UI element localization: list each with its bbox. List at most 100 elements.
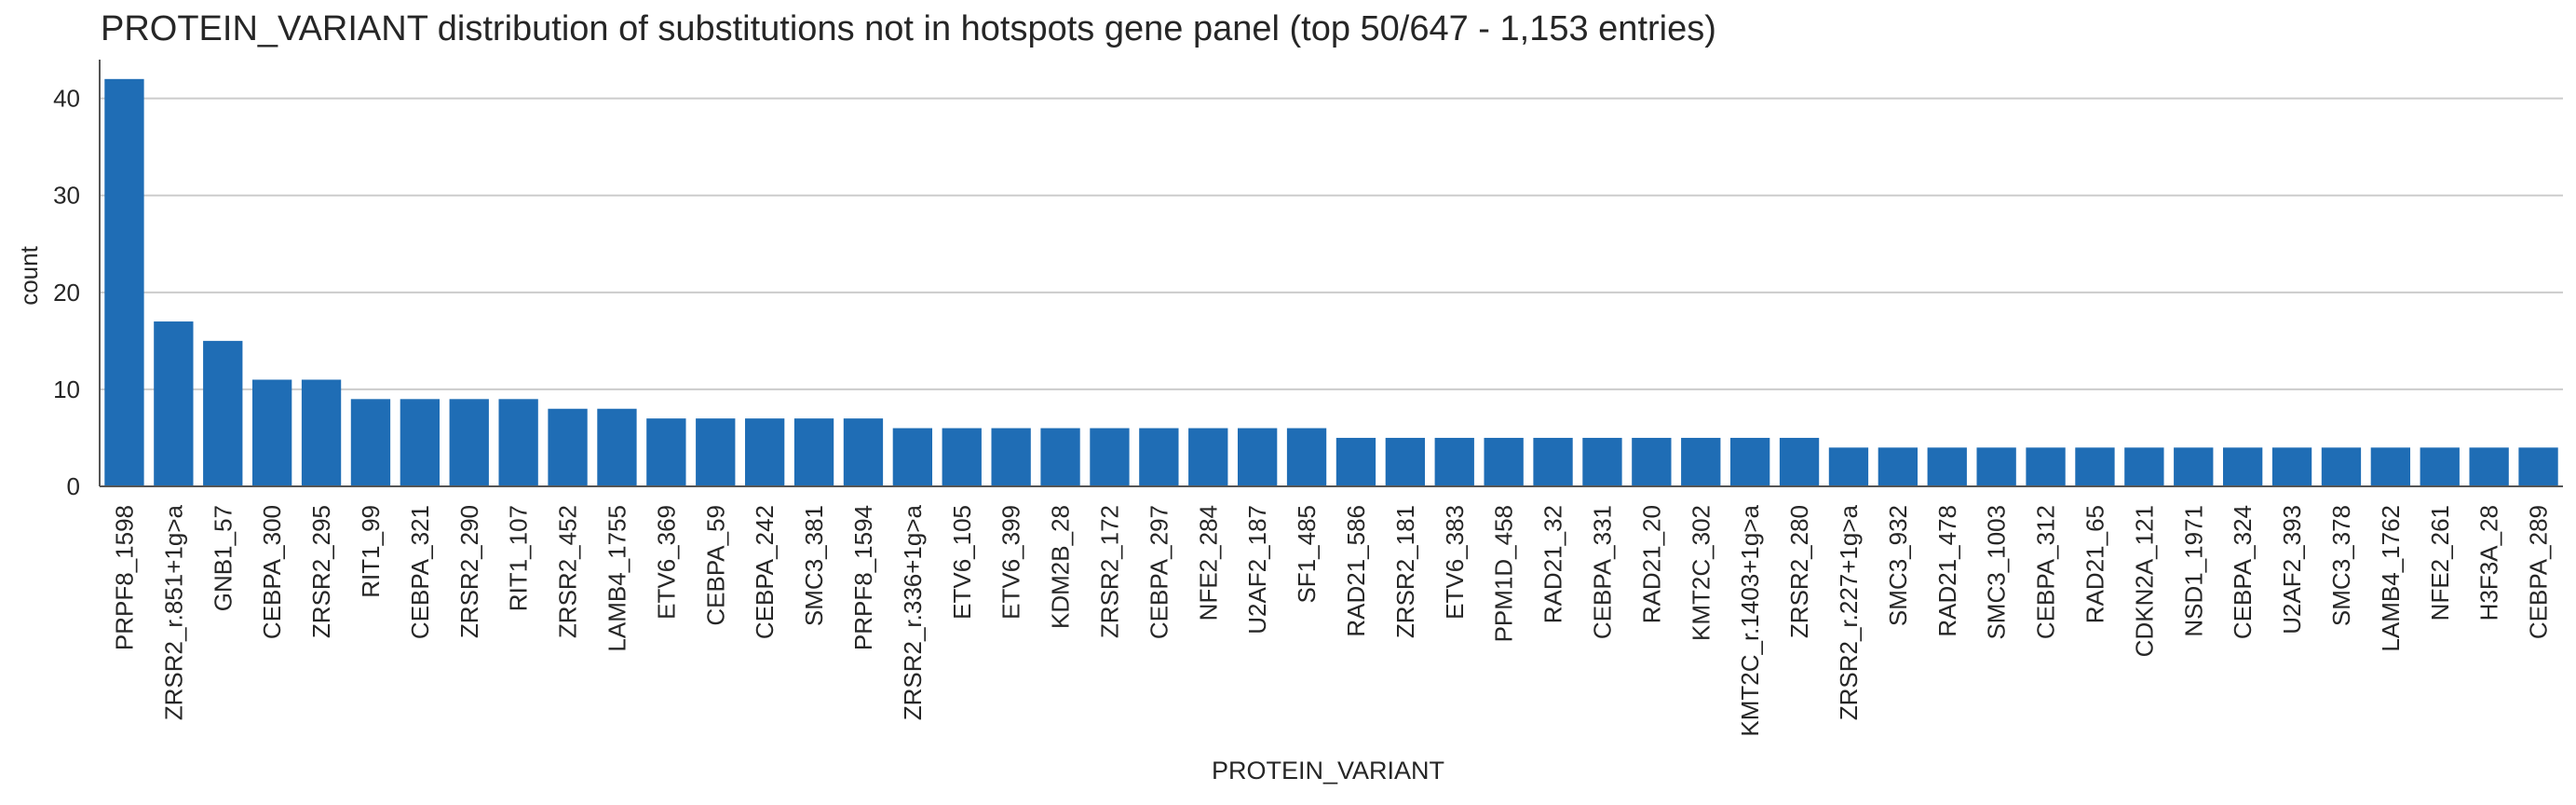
- bar: [1729, 437, 1770, 486]
- x-tick-label: RAD21_32: [1539, 505, 1567, 623]
- x-tick-label: H3F3A_28: [2475, 505, 2503, 621]
- x-tick-label: ZRSR2_r.851+1g>a: [159, 504, 187, 720]
- x-tick-label: ETV6_383: [1441, 505, 1469, 620]
- bar: [1090, 428, 1130, 486]
- bar: [991, 428, 1031, 486]
- bar: [793, 418, 834, 486]
- bar: [1828, 447, 1869, 486]
- bar: [1927, 447, 1967, 486]
- x-tick-label: ETV6_105: [948, 505, 976, 620]
- bar: [1188, 428, 1228, 486]
- bar: [1434, 437, 1474, 486]
- bar: [2420, 447, 2460, 486]
- bar: [892, 428, 933, 486]
- bar: [1878, 447, 1918, 486]
- bar: [498, 399, 538, 486]
- x-tick-label: SMC3_1003: [1983, 505, 2011, 640]
- bar: [1533, 437, 1573, 486]
- y-tick-label: 10: [53, 375, 80, 403]
- x-tick-label: ZRSR2_181: [1391, 505, 1419, 638]
- x-tick-label: PRPF8_1594: [849, 505, 877, 650]
- x-tick-label: PRPF8_1598: [110, 505, 138, 650]
- y-tick-label: 40: [53, 85, 80, 113]
- x-tick-label: GNB1_57: [209, 505, 237, 611]
- bar: [2222, 447, 2263, 486]
- x-tick-label: CEBPA_297: [1145, 505, 1173, 639]
- bar: [1040, 428, 1080, 486]
- x-tick-label: KMT2C_302: [1687, 505, 1715, 641]
- bar: [2124, 447, 2164, 486]
- x-tick-label: SF1_485: [1293, 505, 1321, 604]
- bar: [1681, 437, 1721, 486]
- bar: [1484, 437, 1524, 486]
- bar: [2026, 447, 2066, 486]
- y-axis-label: count: [15, 245, 43, 305]
- bars: [104, 78, 2558, 487]
- bar: [2518, 447, 2558, 486]
- x-tick-label: ETV6_369: [652, 505, 680, 620]
- bar: [1335, 437, 1376, 486]
- bar: [696, 418, 736, 486]
- x-tick-label: SMC3_381: [800, 505, 828, 626]
- x-tick-label: NFE2_284: [1194, 505, 1222, 621]
- bar: [1385, 437, 1426, 486]
- x-tick-label: CEBPA_312: [2032, 505, 2060, 639]
- bar: [1237, 428, 1278, 486]
- bar: [744, 418, 785, 486]
- bar: [1582, 437, 1622, 486]
- bar: [942, 428, 982, 486]
- x-tick-label: CEBPA_324: [2229, 505, 2257, 639]
- x-axis-label: PROTEIN_VARIANT: [1212, 757, 1444, 785]
- x-tick-label: LAMB4_1755: [603, 505, 630, 652]
- x-tick-label: ZRSR2_295: [307, 505, 335, 638]
- bar: [154, 321, 194, 486]
- x-tick-label: ZRSR2_280: [1785, 505, 1813, 638]
- axes: [99, 60, 2563, 487]
- x-tick-label: RAD21_586: [1342, 505, 1370, 637]
- x-tick-label: ZRSR2_r.227+1g>a: [1835, 504, 1863, 720]
- gridlines: [100, 97, 2563, 390]
- bar: [1976, 447, 2016, 486]
- y-tick-label: 0: [67, 472, 80, 500]
- x-tick-label: ZRSR2_290: [455, 505, 483, 638]
- x-tick-label: CEBPA_289: [2525, 505, 2553, 639]
- bar: [1779, 437, 1820, 486]
- y-tick-label: 20: [53, 279, 80, 307]
- x-tick-label: CDKN2A_121: [2130, 505, 2158, 657]
- x-tick-label: NFE2_261: [2426, 505, 2454, 621]
- x-tick-label: RAD21_65: [2081, 505, 2108, 623]
- x-tick-label: U2AF2_393: [2278, 505, 2306, 634]
- x-tick-label: ZRSR2_452: [554, 505, 582, 638]
- bar: [203, 340, 243, 486]
- bar: [2174, 447, 2214, 486]
- x-tick-label: CEBPA_59: [701, 505, 729, 626]
- bar: [646, 418, 686, 486]
- y-tick-label: 30: [53, 182, 80, 210]
- bar: [2370, 447, 2411, 486]
- x-tick-label: ETV6_399: [997, 505, 1025, 620]
- x-tick-label: PPM1D_458: [1490, 505, 1518, 642]
- bar: [2321, 447, 2362, 486]
- bar: [301, 379, 342, 486]
- x-tick-label: KMT2C_r.1403+1g>a: [1736, 504, 1764, 736]
- bar: [2469, 447, 2509, 486]
- bar: [843, 418, 884, 486]
- x-tick-label: CEBPA_331: [1588, 505, 1616, 639]
- bar: [548, 408, 588, 486]
- x-tick-label: RAD21_478: [1933, 505, 1961, 637]
- bar: [104, 78, 144, 487]
- chart-title: PROTEIN_VARIANT distribution of substitu…: [101, 9, 1716, 48]
- x-tick-label: CEBPA_321: [406, 505, 434, 639]
- x-tick-label: LAMB4_1762: [2377, 505, 2405, 652]
- bar: [1632, 437, 1672, 486]
- bar: [449, 399, 489, 486]
- bar: [1139, 428, 1179, 486]
- x-tick-label: U2AF2_187: [1243, 505, 1271, 634]
- x-tick-label: CEBPA_300: [258, 505, 286, 639]
- x-tick-label: KDM2B_28: [1047, 505, 1075, 629]
- x-tick-label: ZRSR2_172: [1095, 505, 1123, 638]
- bar: [1286, 428, 1327, 486]
- x-tick-label: RIT1_99: [357, 505, 385, 598]
- tick-labels: 0 10 20 30 40 PRPF8_1598 ZRSR2_r.851+1g>a GNB1_…: [53, 85, 2552, 737]
